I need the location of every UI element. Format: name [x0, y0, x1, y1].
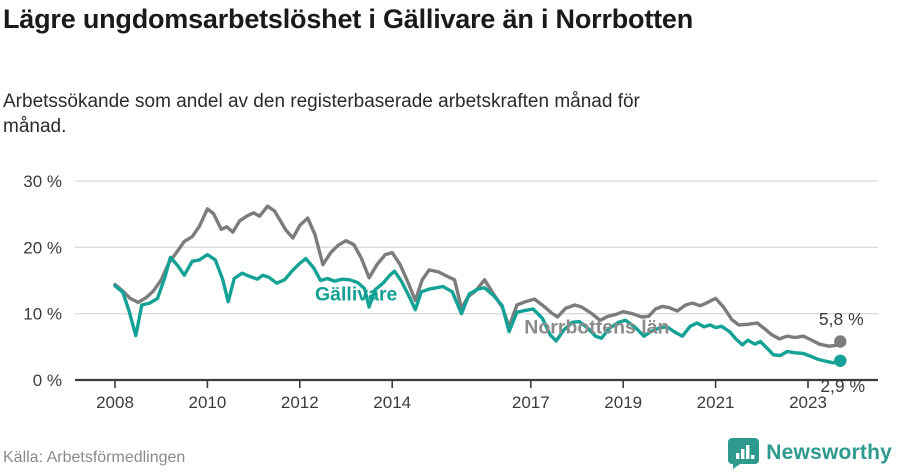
series-label-norrbotten: Norrbottens län — [524, 316, 669, 338]
end-value-label-norrbotten: 5,8 % — [819, 309, 864, 329]
brand-name: Newsworthy — [766, 441, 892, 464]
y-axis-label: 20 % — [23, 238, 62, 257]
series-end-dot-gallivare — [834, 354, 847, 367]
logo-bar-medium — [741, 449, 745, 459]
y-axis-label: 0 % — [33, 371, 62, 390]
series-line-gallivare — [113, 252, 842, 365]
x-axis-label: 2012 — [281, 393, 319, 412]
source-caption: Källa: Arbetsförmedlingen — [3, 449, 186, 466]
chart-title: Lägre ungdomsarbetslöshet i Gällivare än… — [3, 4, 694, 34]
y-axis-label: 30 % — [23, 172, 62, 191]
series-line-norrbotten — [113, 204, 842, 348]
y-axis-label: 10 % — [23, 305, 62, 324]
x-axis-label: 2010 — [188, 393, 226, 412]
newsworthy-logo-icon — [728, 438, 760, 469]
x-axis-label: 2021 — [697, 393, 735, 412]
logo-exclamation-dot — [751, 455, 755, 459]
brand-lockup: Newsworthy — [728, 437, 892, 469]
x-axis-label: 2008 — [96, 393, 134, 412]
x-axis-label: 2019 — [604, 393, 642, 412]
x-axis-label: 2017 — [512, 393, 550, 412]
logo-bar-small — [736, 453, 740, 459]
series-end-dot-norrbotten — [834, 335, 847, 348]
logo-bar-tall — [746, 445, 750, 459]
chart-subtitle: Arbetssökande som andel av den registerb… — [3, 91, 640, 137]
x-axis-label: 2014 — [373, 393, 411, 412]
series-label-gallivare: Gällivare — [315, 283, 398, 305]
end-value-label-gallivare: 2,9 % — [820, 376, 865, 396]
x-axis-label: 2023 — [789, 393, 827, 412]
line-chart: 30 % 20 % 10 % 0 % 2008 2010 2012 2014 2017 2019 2… — [23, 172, 878, 412]
